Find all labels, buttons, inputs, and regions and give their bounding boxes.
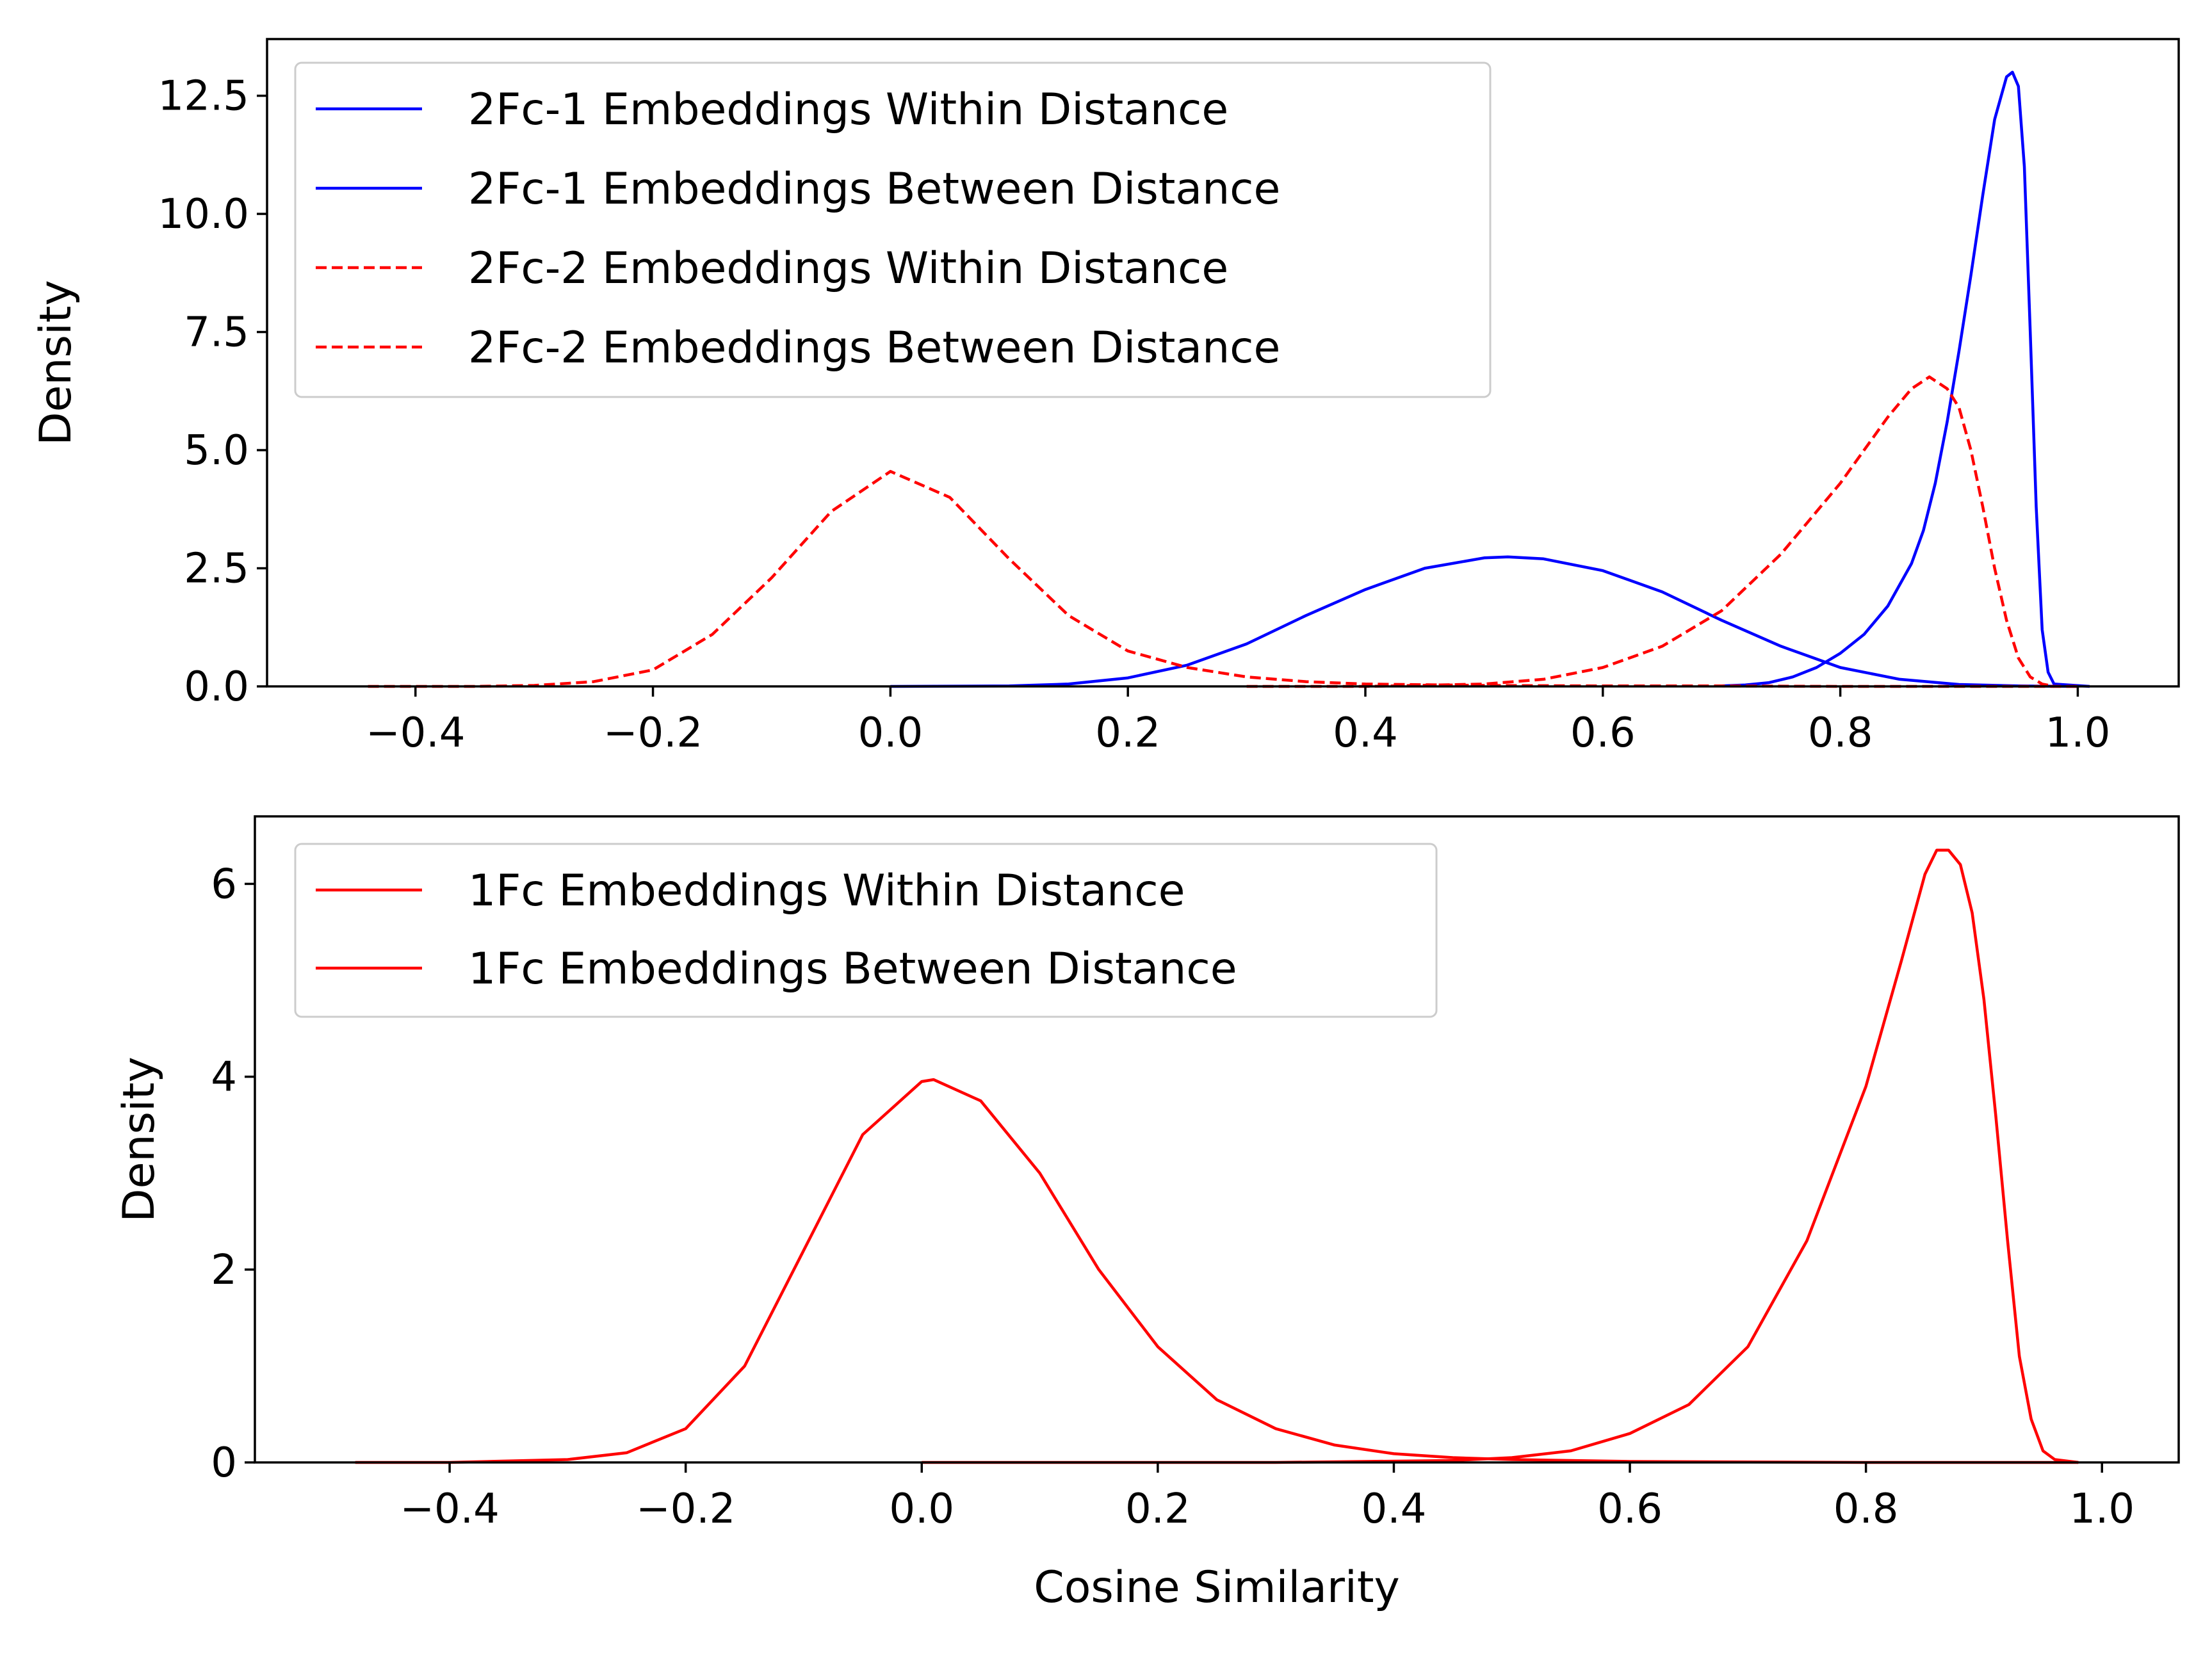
- x-tick-label: −0.2: [636, 1485, 735, 1533]
- top-density-panel: −0.4 −0.2 0.0 0.2 0.4 0.6 0.8 1.0 0.0 2.5 5.0 7.5 10…: [31, 38, 2180, 757]
- series-line-2-1: [922, 848, 2079, 1464]
- x-tick-label: 0.6: [1570, 709, 1636, 757]
- legend-label: 1Fc Embeddings Between Distance: [468, 944, 1237, 994]
- y-tick-label: 10.0: [158, 191, 250, 238]
- x-tick-label: 1.0: [2045, 709, 2111, 757]
- x-tick-label: 0.6: [1597, 1485, 1663, 1533]
- legend-label: 2Fc-2 Embeddings Between Distance: [468, 323, 1280, 373]
- x-tick-label: 0.4: [1362, 1485, 1427, 1533]
- legend-label: 1Fc Embeddings Within Distance: [468, 866, 1185, 916]
- y-tick-label: 2.5: [184, 546, 249, 593]
- legend-label: 2Fc-1 Embeddings Within Distance: [468, 85, 1228, 135]
- axes-frame: [266, 38, 2180, 688]
- y-tick-label: 4: [211, 1054, 237, 1101]
- x-tick-label: −0.2: [603, 709, 703, 757]
- x-tick-label: 0.2: [1095, 709, 1160, 757]
- y-tick-label: 12.5: [158, 73, 250, 120]
- y-tick-label: 5.0: [184, 427, 249, 474]
- x-tick-label: 0.0: [889, 1485, 954, 1533]
- legend: 2Fc-1 Embeddings Within Distance 2Fc-1 Em…: [294, 61, 1492, 398]
- legend-label: 2Fc-2 Embeddings Within Distance: [468, 243, 1228, 294]
- y-tick-label: 0.0: [184, 663, 249, 711]
- x-tick-label: 1.0: [2069, 1485, 2135, 1533]
- x-tick-label: 0.4: [1333, 709, 1398, 757]
- x-tick-label: 0.8: [1808, 709, 1873, 757]
- x-tick-label: −0.4: [366, 709, 465, 757]
- series-line-1-3: [1246, 375, 2054, 688]
- y-tick-label: 6: [211, 861, 237, 908]
- x-axis-title: Cosine Similarity: [1034, 1562, 1399, 1613]
- series-line-2-2: [355, 1078, 2079, 1464]
- x-tick-label: 0.0: [858, 709, 923, 757]
- y-tick-label: 7.5: [184, 309, 249, 357]
- series-line-1-1: [1721, 70, 2090, 688]
- legend-box: [294, 61, 1492, 398]
- legend-label: 2Fc-1 Embeddings Between Distance: [468, 164, 1280, 214]
- legend-box: [294, 843, 1438, 1018]
- y-axis-title: Density: [114, 1056, 165, 1222]
- axes-frame: [254, 815, 2180, 1464]
- legend: 1Fc Embeddings Within Distance 1Fc Embedd…: [294, 843, 1438, 1018]
- series-line-1-2: [890, 555, 2078, 688]
- x-tick-label: 0.8: [1834, 1485, 1899, 1533]
- y-tick-label: 2: [211, 1247, 237, 1294]
- x-tick-label: 0.2: [1125, 1485, 1191, 1533]
- y-tick-label: 0: [211, 1439, 237, 1487]
- bottom-density-panel: −0.4 −0.2 0.0 0.2 0.4 0.6 0.8 1.0 0 2 4 6 Density Cos…: [114, 815, 2180, 1613]
- x-tick-label: −0.4: [400, 1485, 499, 1533]
- y-axis-title: Density: [31, 280, 81, 446]
